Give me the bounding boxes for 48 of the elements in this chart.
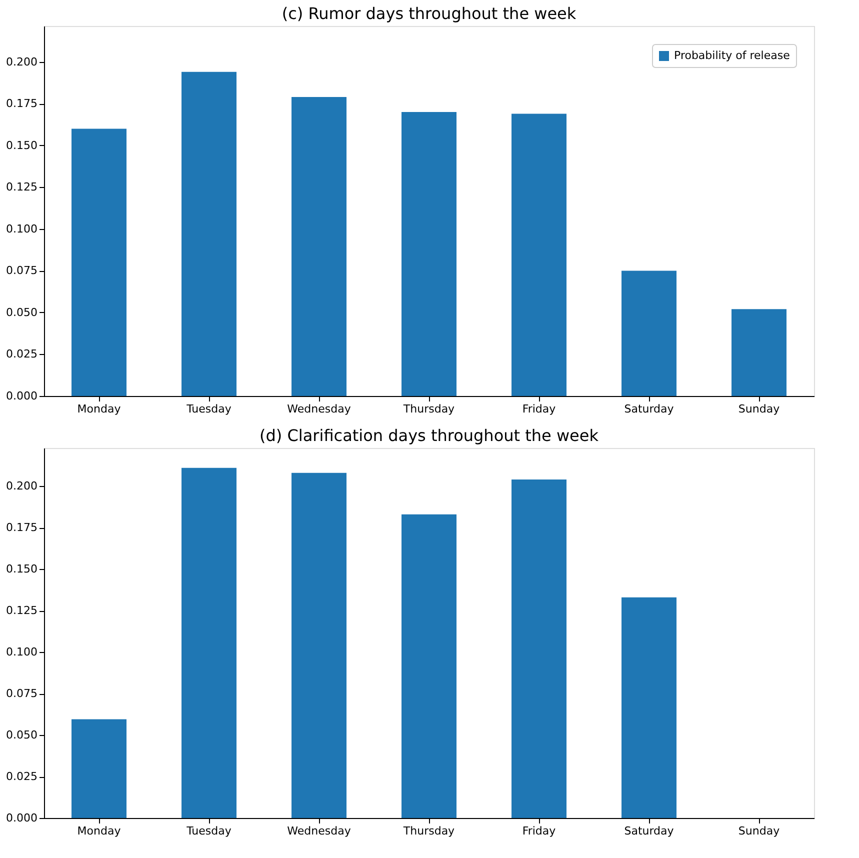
x-tick-label: Tuesday: [186, 824, 232, 838]
y-tick-label: 0.050: [6, 728, 38, 742]
y-tick-label: 0.050: [6, 306, 38, 319]
y-tick-label: 0.175: [6, 97, 38, 110]
bar: [292, 96, 346, 396]
chart-title: (c) Rumor days throughout the week: [282, 4, 577, 23]
bar: [512, 480, 566, 818]
y-tick-label: 0.150: [6, 138, 38, 152]
bar: [732, 309, 786, 396]
y-tick-label: 0.000: [6, 390, 38, 402]
x-tick-label: Friday: [522, 402, 556, 416]
x-tick-label: Sunday: [738, 402, 780, 416]
y-tick-label: 0.075: [6, 264, 38, 278]
x-tick-label: Saturday: [624, 402, 674, 416]
bar: [622, 597, 676, 818]
bar: [72, 128, 126, 396]
x-tick-label: Wednesday: [287, 824, 352, 838]
y-tick-label: 0.025: [6, 348, 38, 361]
y-tick-label: 0.000: [6, 812, 38, 824]
y-tick-label: 0.200: [6, 55, 38, 68]
x-tick-label: Thursday: [402, 402, 456, 416]
legend-label: Probability of release: [674, 49, 790, 62]
x-tick-label: Tuesday: [186, 402, 232, 416]
bar: [292, 472, 346, 818]
x-tick-label: Saturday: [624, 824, 674, 838]
x-tick-label: Friday: [522, 824, 556, 838]
y-tick-label: 0.175: [6, 521, 38, 534]
y-tick-label: 0.025: [6, 770, 38, 784]
y-tick-label: 0.150: [6, 562, 38, 576]
x-tick-label: Sunday: [738, 824, 780, 838]
chart-title: (d) Clarification days throughout the week: [260, 426, 600, 445]
bar: [402, 112, 456, 396]
y-tick-label: 0.100: [6, 646, 38, 659]
bar: [182, 72, 236, 396]
x-tick-label: Thursday: [402, 824, 456, 838]
y-tick-label: 0.125: [6, 604, 38, 618]
x-tick-label: Monday: [77, 824, 122, 838]
x-tick-label: Monday: [77, 402, 122, 416]
bar: [182, 468, 236, 818]
y-tick-label: 0.075: [6, 687, 38, 700]
bar: [402, 514, 456, 818]
y-tick-label: 0.100: [6, 222, 38, 236]
x-tick-label: Wednesday: [287, 402, 352, 416]
bar: [72, 719, 126, 818]
bar: [622, 270, 676, 396]
y-tick-label: 0.125: [6, 180, 38, 194]
y-tick-label: 0.200: [6, 480, 38, 493]
bar: [512, 114, 566, 396]
